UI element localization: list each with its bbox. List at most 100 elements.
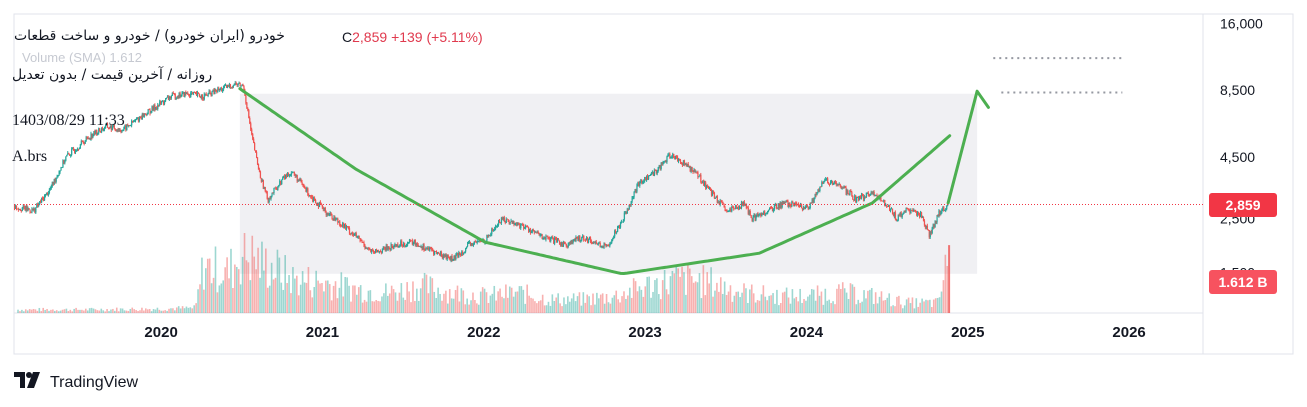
candle-body	[181, 92, 183, 96]
candle-body	[98, 128, 100, 134]
candle-body	[546, 235, 548, 237]
candle-body	[774, 204, 777, 206]
candle-body	[324, 207, 326, 213]
candle-body	[155, 107, 157, 110]
candle-body	[197, 92, 200, 94]
volume-bar	[460, 288, 463, 313]
candle-body	[185, 91, 187, 94]
volume-bar	[870, 288, 873, 313]
volume-bar	[452, 298, 455, 313]
candle-body	[293, 171, 295, 175]
candle-body	[344, 224, 346, 228]
volume-bar	[342, 296, 345, 313]
candle-body	[52, 181, 54, 185]
candle-body	[455, 254, 457, 260]
volume-bar	[942, 280, 945, 313]
candle-body	[402, 244, 404, 247]
volume-bar	[689, 268, 691, 313]
candle-body	[502, 217, 505, 220]
candle-body	[97, 133, 99, 135]
candle-body	[90, 133, 92, 140]
candle-body	[679, 159, 681, 161]
volume-bar	[528, 295, 530, 313]
volume-bar	[266, 287, 269, 313]
volume-bar	[586, 294, 588, 313]
candle-body	[245, 95, 247, 103]
volume-bar	[898, 295, 900, 313]
volume-legend: Volume (SMA) 1.612	[22, 50, 142, 65]
candle-body	[618, 225, 620, 227]
candle-body	[885, 204, 887, 207]
volume-bar	[812, 289, 815, 313]
volume-bar	[843, 288, 846, 313]
candle-body	[871, 191, 873, 195]
volume-bar	[392, 289, 395, 313]
candle-body	[241, 84, 243, 86]
volume-bar	[900, 304, 902, 313]
candle-body	[281, 179, 283, 185]
candle-body	[937, 215, 939, 217]
candle-body	[196, 92, 199, 96]
volume-bar	[224, 267, 226, 313]
candle-body	[322, 207, 324, 210]
volume-bar	[437, 287, 439, 313]
volume-bar	[257, 247, 259, 313]
candle-body	[927, 229, 929, 231]
candle-body	[592, 242, 595, 244]
candle-body	[233, 84, 235, 86]
candle-body	[633, 191, 635, 198]
volume-bar	[584, 302, 587, 313]
volume-bar	[377, 300, 379, 313]
volume-bar	[421, 278, 424, 313]
volume-bar	[567, 296, 569, 313]
volume-bar	[205, 268, 207, 313]
candle-body	[722, 203, 724, 205]
candle-body	[875, 195, 877, 197]
volume-bar	[861, 301, 863, 313]
candle-body	[147, 109, 149, 115]
volume-bar	[90, 307, 93, 313]
candle-body	[595, 241, 597, 244]
volume-bar	[243, 233, 246, 313]
candle-body	[68, 153, 70, 155]
candle-body	[863, 196, 866, 200]
volume-bar	[754, 302, 757, 313]
candle-body	[872, 191, 874, 195]
volume-bar	[348, 285, 350, 313]
volume-bar	[745, 288, 747, 313]
candle-body	[648, 175, 651, 177]
candle-body	[848, 193, 850, 195]
volume-bar	[809, 294, 811, 313]
volume-bar	[336, 298, 339, 313]
volume-bar	[510, 287, 513, 313]
candle-body	[18, 209, 21, 210]
candle-body	[93, 131, 95, 136]
candle-body	[583, 235, 585, 240]
volume-bar	[936, 297, 939, 313]
volume-bar	[698, 273, 701, 313]
candle-body	[589, 237, 592, 242]
volume-bar	[189, 307, 192, 313]
candle-body	[801, 208, 804, 210]
candle-body	[671, 156, 673, 158]
volume-bar	[826, 300, 829, 313]
candle-body	[276, 189, 278, 190]
volume-bar	[170, 308, 172, 313]
candle-body	[652, 171, 655, 176]
candle-body	[89, 137, 91, 140]
candle-body	[924, 224, 927, 228]
tradingview-brand[interactable]: TradingView	[14, 372, 138, 393]
candle-body	[426, 248, 428, 249]
volume-bar	[683, 272, 685, 313]
volume-bar	[32, 308, 35, 313]
candle-body	[39, 201, 41, 204]
volume-bar	[42, 307, 44, 313]
candle-body	[677, 157, 679, 162]
candle-body	[778, 203, 780, 209]
volume-bar	[779, 303, 782, 313]
candle-body	[106, 123, 109, 128]
volume-bar	[923, 301, 925, 313]
volume-bar	[319, 283, 321, 313]
volume-bar	[135, 310, 137, 313]
volume-bar	[663, 269, 666, 313]
